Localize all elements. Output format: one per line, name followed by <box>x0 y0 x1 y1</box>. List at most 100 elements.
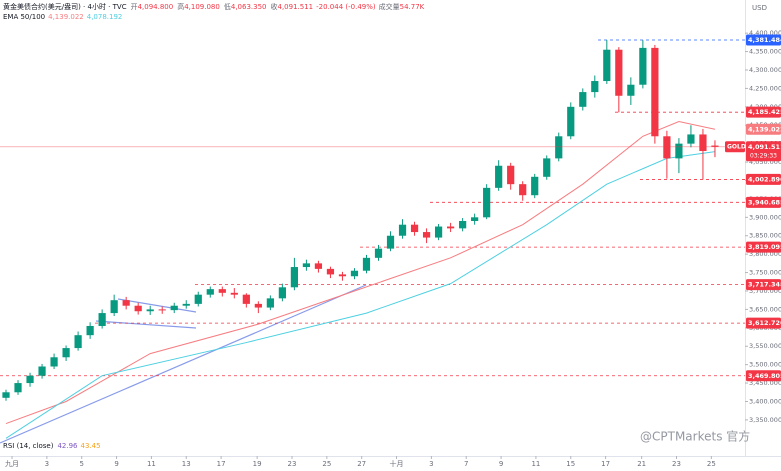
price-label: 4,091.511 <box>748 143 781 151</box>
candle-body <box>230 292 238 295</box>
x-tick-label: 17 <box>217 460 226 468</box>
y-tick-label: 3,700.000 <box>749 287 781 295</box>
trend-line <box>95 320 197 329</box>
level-label: 4,002.890 <box>748 175 781 183</box>
level-tag <box>746 370 781 382</box>
indicator-value: 4,139.022 <box>48 13 84 21</box>
ema-tag-label: 4,139.022 <box>748 125 781 133</box>
x-tick-label: 5 <box>79 460 83 468</box>
candle-body <box>74 335 82 349</box>
candle-body <box>194 294 202 304</box>
plot <box>0 39 745 439</box>
candle-body <box>50 357 58 367</box>
y-tick-label: 3,650.000 <box>749 305 781 313</box>
rsi-value: 43.45 <box>81 442 101 450</box>
y-tick-label: 3,750.000 <box>749 269 781 277</box>
x-tick-label: 17 <box>601 460 610 468</box>
level-label: 4,381.484 <box>748 36 781 44</box>
x-tick-label: 3 <box>45 460 49 468</box>
candle-body <box>711 145 719 147</box>
x-tick-label: 23 <box>672 460 681 468</box>
ohlc-value: 4,063.350 <box>231 3 267 11</box>
candle-body <box>687 134 695 144</box>
y-tick-label: 4,400.000 <box>749 29 781 37</box>
currency: USD <box>752 4 767 12</box>
level-tag <box>746 173 781 185</box>
candle-body <box>26 375 34 384</box>
candle-body <box>651 47 659 137</box>
trend-line <box>117 298 197 313</box>
candle-body <box>627 84 635 96</box>
candle-body <box>290 267 298 288</box>
y-tick-label: 3,550.000 <box>749 342 781 350</box>
candle-body <box>86 325 94 336</box>
volume: 54.77K <box>400 3 425 11</box>
volume-label: 成交量 <box>379 2 400 11</box>
rsi-name: RSI (14, close) <box>3 442 54 450</box>
level-tag <box>746 34 781 46</box>
candle-body <box>2 392 10 398</box>
candle-body <box>314 263 323 269</box>
candle-body <box>278 287 286 299</box>
candle-body <box>699 134 707 152</box>
candle-body <box>495 165 503 188</box>
indicator-value: 4,078.192 <box>87 13 123 21</box>
x-tick-label: 19 <box>253 460 262 468</box>
candle-body <box>615 49 623 96</box>
x-tick-label: 十月 <box>390 459 404 468</box>
candle-body <box>110 300 118 314</box>
indicator-name: EMA 50/100 <box>3 13 45 21</box>
price-tag <box>746 141 781 162</box>
y-tick-label: 3,900.000 <box>749 213 781 221</box>
y-tick-label: 3,850.000 <box>749 232 781 240</box>
candle-body <box>386 235 395 249</box>
ohlc-label: 开 <box>131 3 138 11</box>
candle-body <box>98 313 106 326</box>
rsi-value: 42.96 <box>57 442 78 450</box>
countdown: 03:29:33 <box>750 152 777 159</box>
candle-body <box>639 47 647 85</box>
level-tag <box>746 106 781 118</box>
candle-body <box>567 106 575 137</box>
candle-body <box>218 289 226 293</box>
candle-body <box>471 217 479 221</box>
candle-body <box>507 165 515 185</box>
candle-body <box>663 136 671 159</box>
candle-body <box>62 348 70 358</box>
candle-body <box>242 294 250 304</box>
candle-body <box>603 49 611 82</box>
ema-line <box>5 151 716 439</box>
candle-body <box>362 257 371 271</box>
x-tick-label: 9 <box>499 460 503 468</box>
ohlc-label: 低 <box>224 2 231 11</box>
candle-body <box>531 176 539 196</box>
ohlc-value: 4,094.800 <box>138 3 174 11</box>
candle-body <box>38 366 46 376</box>
candle-body <box>422 232 431 238</box>
x-tick-label: 九月 <box>5 459 19 468</box>
x-tick-label: 21 <box>637 460 646 468</box>
candle-body <box>675 143 683 159</box>
candle-body <box>302 263 311 268</box>
symbol-tag <box>725 141 745 153</box>
x-tick-label: 15 <box>566 460 575 468</box>
x-tick-label: 23 <box>288 460 297 468</box>
ohlc-label: 收 <box>271 2 278 11</box>
candle-body <box>122 300 130 306</box>
candle-body <box>398 224 407 236</box>
candle-body <box>326 268 335 275</box>
level-label: 3,940.685 <box>748 198 781 206</box>
ohlc-label: 高 <box>177 2 184 11</box>
candle-body <box>591 81 599 93</box>
symbol-label: GOLD <box>727 143 746 150</box>
candle-body <box>374 248 383 258</box>
ohlc-value: 4,091.511 <box>278 3 314 11</box>
candle-body <box>134 305 142 312</box>
y-tick-label: 4,050.000 <box>749 158 781 166</box>
x-tick-label: 25 <box>707 460 716 468</box>
level-label: 4,185.425 <box>748 108 781 116</box>
x-tick-label: 27 <box>357 460 366 468</box>
x-tick-label: 11 <box>147 460 156 468</box>
candle-body <box>447 226 455 229</box>
